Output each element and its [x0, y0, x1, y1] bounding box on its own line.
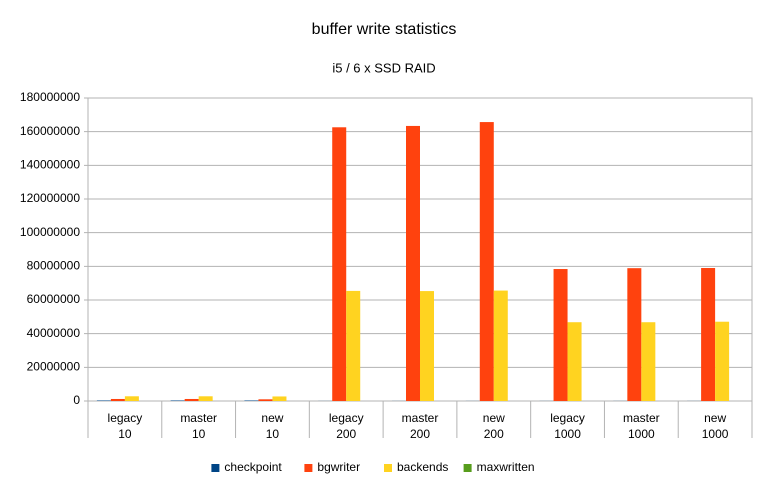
y-tick-label: 40000000: [27, 326, 81, 340]
x-tick-label: 200: [336, 427, 356, 441]
bar: [110, 398, 125, 401]
x-tick-label: legacy: [550, 411, 585, 425]
x-tick-label: 200: [410, 427, 430, 441]
chart-subtitle: i5 / 6 x SSD RAID: [332, 60, 435, 75]
x-tick-label: 1000: [702, 427, 729, 441]
y-tick-label: 100000000: [20, 225, 80, 239]
y-tick-label: 0: [73, 393, 80, 407]
bar: [406, 125, 420, 402]
y-tick-label: 60000000: [27, 292, 81, 306]
bar: [420, 291, 434, 401]
y-tick-label: 180000000: [20, 90, 80, 104]
bar: [701, 268, 716, 401]
y-tick-label: 20000000: [27, 360, 81, 374]
x-tick-label: new: [704, 411, 726, 425]
bar: [715, 321, 730, 401]
bar: [272, 396, 287, 401]
x-tick-label: master: [180, 411, 217, 425]
legend-swatch: [463, 464, 472, 472]
legend-swatch: [384, 464, 392, 472]
chart-title: buffer write statistics: [312, 21, 457, 38]
bar: [244, 400, 259, 401]
x-tick-label: new: [261, 411, 283, 425]
bar: [493, 290, 508, 401]
bar: [184, 398, 199, 401]
bar: [641, 322, 656, 401]
bar: [96, 400, 111, 401]
x-tick-label: 10: [118, 427, 132, 441]
bar: [627, 268, 642, 401]
legend-label: bgwriter: [317, 460, 360, 474]
x-tick-label: 1000: [628, 427, 655, 441]
legend-swatch: [211, 464, 220, 472]
legend-label: backends: [397, 460, 448, 474]
y-tick-label: 140000000: [20, 158, 80, 172]
x-tick-label: master: [623, 411, 660, 425]
bar: [124, 396, 139, 401]
x-tick-label: new: [483, 411, 505, 425]
legend-label: maxwritten: [477, 460, 535, 474]
bar: [258, 399, 273, 401]
bar: [479, 122, 494, 402]
x-tick-label: 10: [192, 427, 206, 441]
x-tick-label: 200: [484, 427, 504, 441]
bar: [332, 127, 347, 401]
legend-label: checkpoint: [224, 460, 282, 474]
bar: [567, 322, 582, 401]
bar: [346, 290, 361, 401]
x-tick-label: legacy: [329, 411, 364, 425]
x-tick-label: legacy: [108, 411, 143, 425]
bar: [198, 396, 213, 401]
y-tick-label: 80000000: [27, 259, 81, 273]
legend-swatch: [304, 464, 313, 472]
y-tick-label: 120000000: [20, 191, 80, 205]
y-tick-label: 160000000: [20, 124, 80, 138]
bar: [170, 400, 185, 401]
bar: [553, 269, 568, 401]
x-tick-label: 1000: [554, 427, 581, 441]
x-tick-label: 10: [266, 427, 280, 441]
x-tick-label: master: [402, 411, 439, 425]
